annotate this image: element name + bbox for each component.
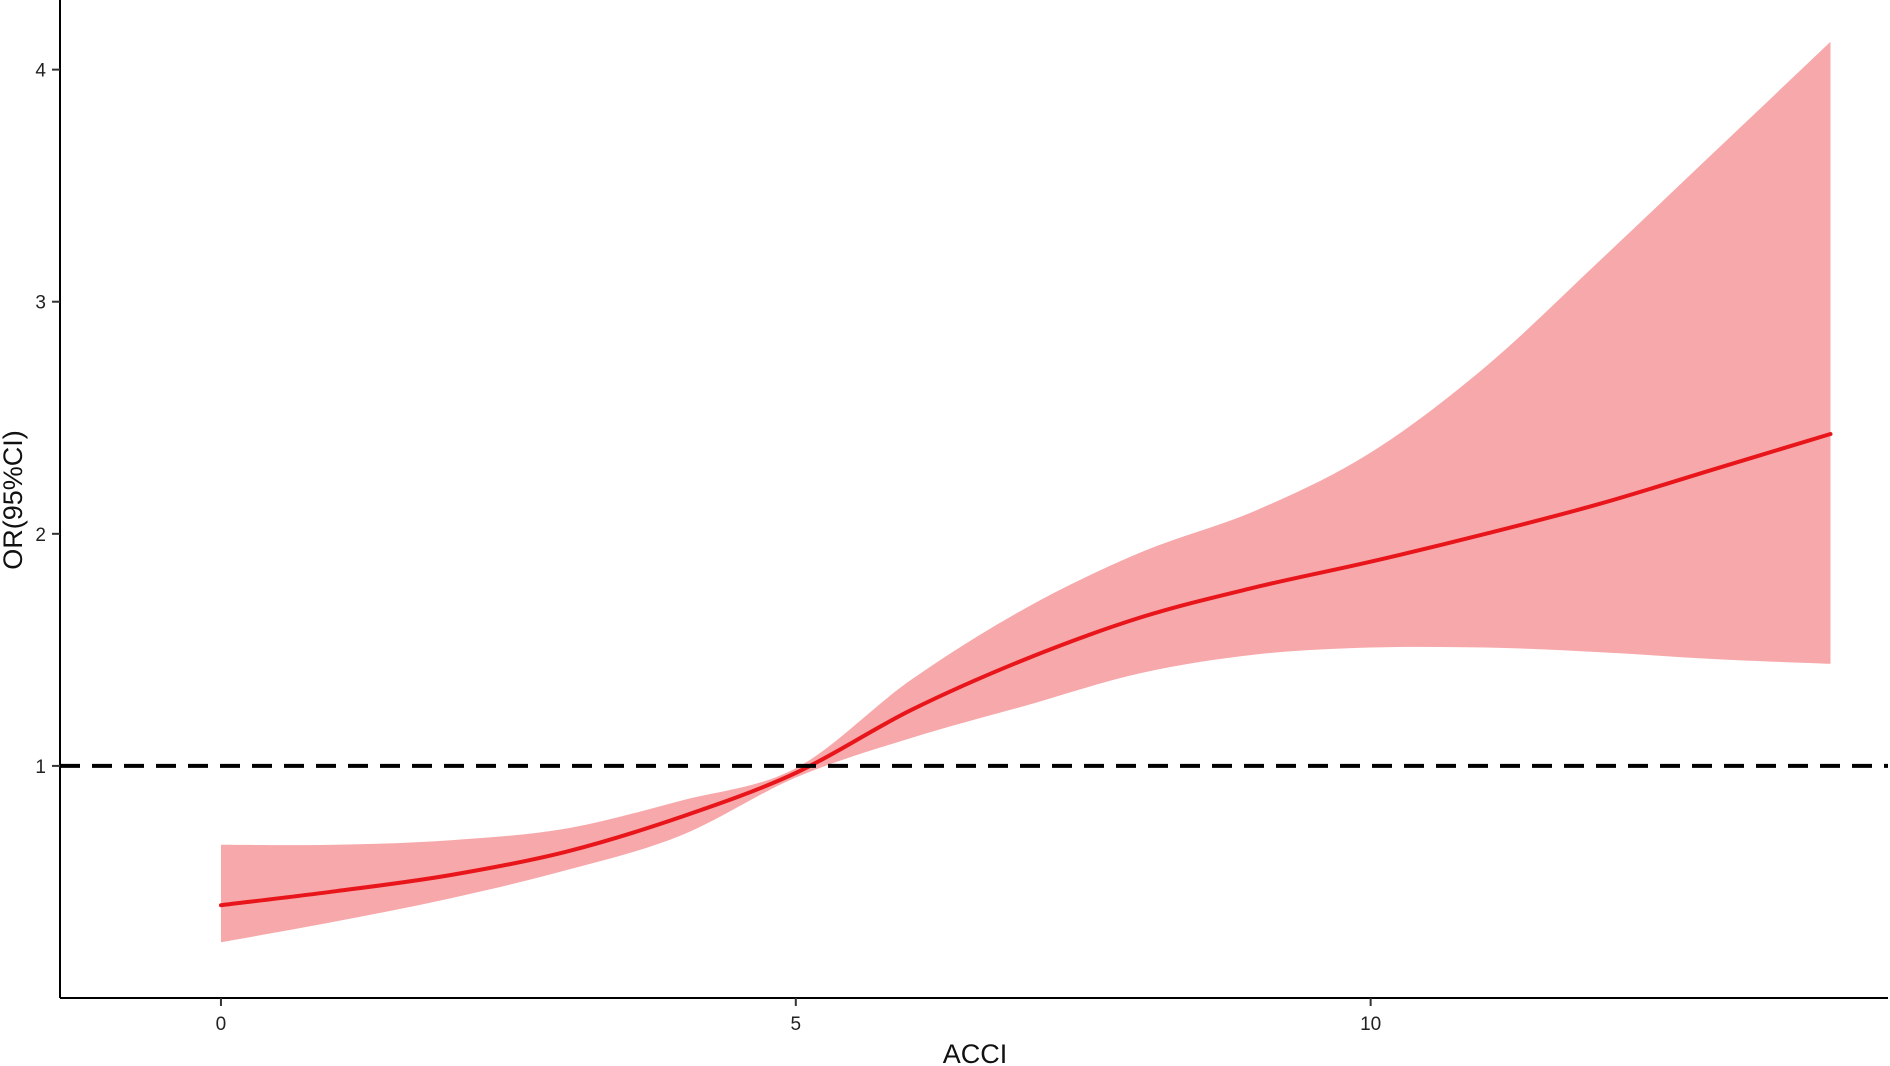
y-axis-ticks: 1 2 3 4 xyxy=(35,61,60,778)
x-tick-label: 0 xyxy=(216,1014,227,1035)
y-tick-label: 4 xyxy=(35,61,46,82)
y-tick-label: 3 xyxy=(35,293,46,314)
series-line-layer xyxy=(219,432,1833,908)
plot-area xyxy=(60,41,1888,943)
x-axis-ticks: 0 5 10 xyxy=(216,998,1381,1035)
axes: 0 5 10 1 2 3 4 xyxy=(35,0,1888,1035)
confidence-band-layer xyxy=(221,41,1831,943)
confidence-band xyxy=(221,41,1831,943)
y-tick-label: 1 xyxy=(35,757,46,778)
x-axis-title: ACCI xyxy=(943,1039,1008,1066)
y-tick-label: 2 xyxy=(35,525,46,546)
x-tick-label: 5 xyxy=(791,1014,802,1035)
x-tick-label: 10 xyxy=(1360,1014,1381,1035)
series-line xyxy=(219,432,1833,908)
y-axis-title: OR(95%CI) xyxy=(0,430,28,570)
